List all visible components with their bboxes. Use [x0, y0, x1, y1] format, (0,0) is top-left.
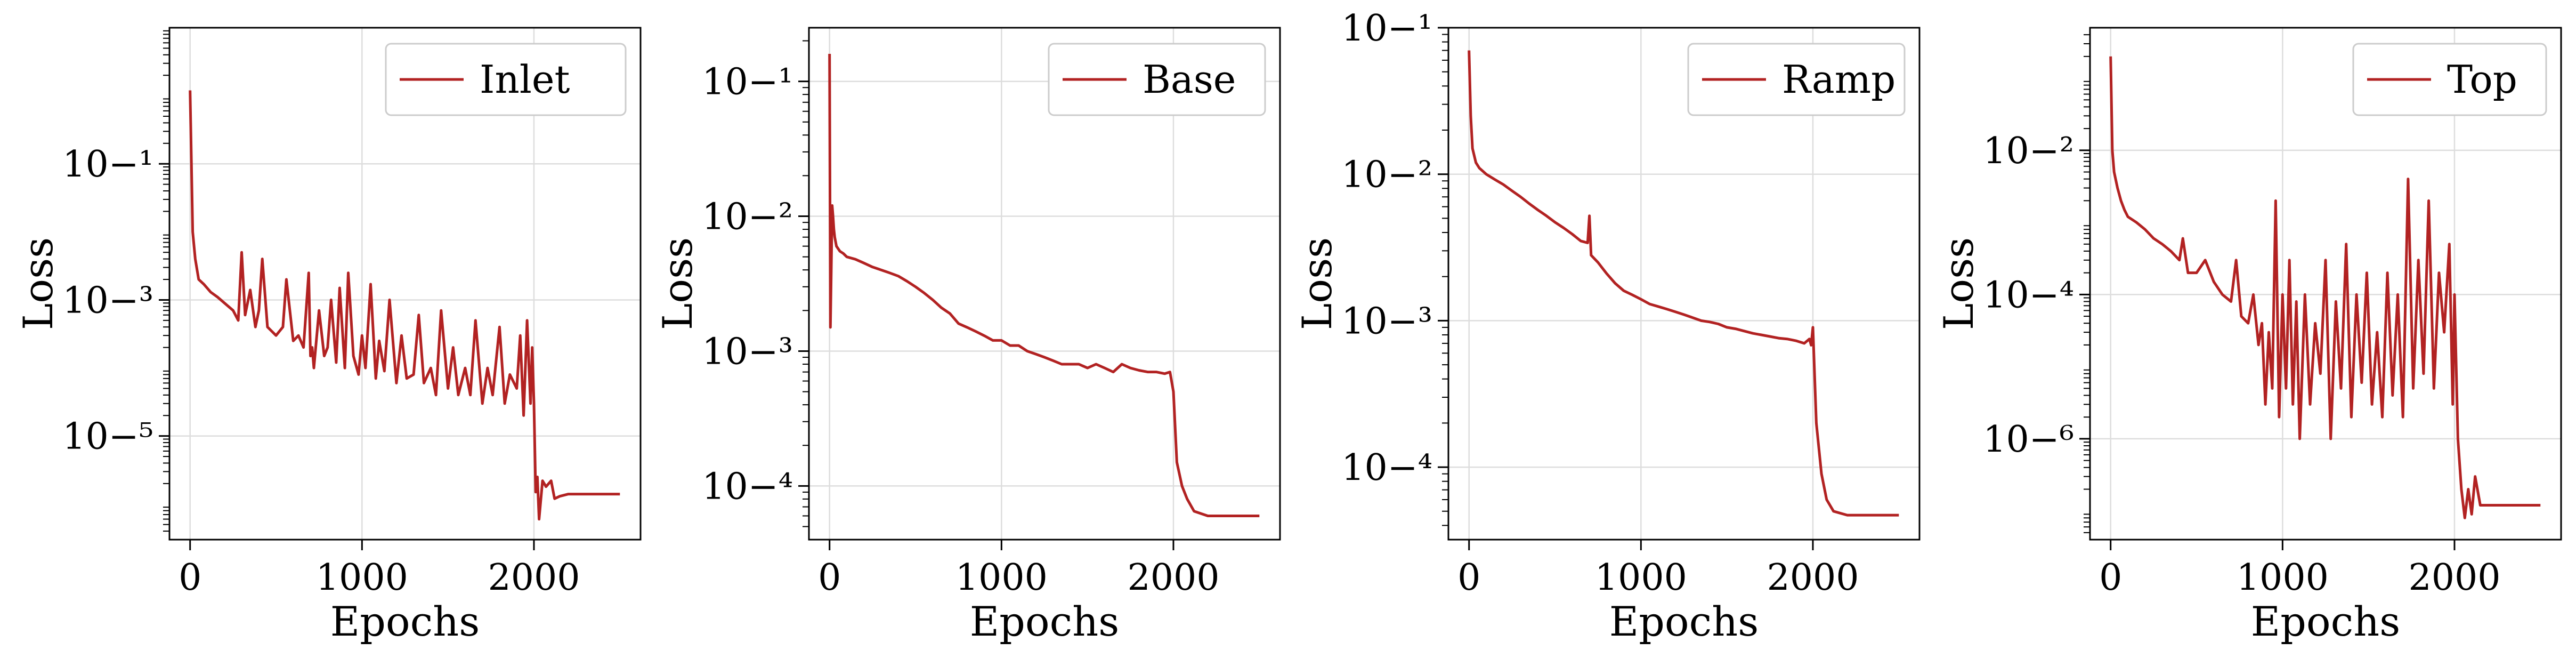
y-tick-label: 10−³: [62, 279, 153, 322]
y-tick-label: 10−¹: [62, 143, 153, 186]
y-axis-label: Loss: [1293, 237, 1341, 330]
y-axis-label: Loss: [654, 237, 701, 330]
x-tick-label: 1000: [1595, 557, 1687, 599]
legend-box: [1048, 43, 1266, 116]
x-axis-label: Epochs: [2251, 598, 2400, 645]
series-line-4-1: [2109, 56, 2541, 519]
series-line-2-1: [828, 53, 1260, 517]
legend-label: Inlet: [480, 57, 570, 102]
y-tick-label: 10−⁵: [62, 416, 153, 458]
y-tick-label: 10−³: [702, 331, 793, 373]
y-tick-label: 10−¹: [702, 61, 793, 103]
x-tick-label: 2000: [1127, 557, 1219, 599]
y-tick-label: 10−⁴: [1983, 274, 2074, 316]
y-tick-label: 10−¹: [1341, 7, 1432, 50]
x-tick-label: 1000: [316, 557, 408, 599]
y-tick-label: 10−²: [702, 196, 793, 238]
y-tick-label: 10−⁴: [1341, 447, 1432, 489]
x-tick-label: 2000: [1767, 557, 1859, 599]
x-axis-label: Epochs: [970, 598, 1119, 645]
plot-frame: [808, 27, 1281, 541]
legend-box: [2352, 43, 2547, 116]
series-line-1-1: [189, 90, 620, 521]
x-tick-label: 1000: [955, 557, 1048, 599]
x-tick-label: 2000: [488, 557, 580, 599]
y-tick-label: 10−²: [1983, 130, 2074, 172]
y-tick-label: 10−²: [1341, 154, 1432, 196]
legend-label: Ramp: [1782, 57, 1895, 102]
legend-label: Base: [1143, 57, 1236, 102]
plot-frame: [168, 27, 642, 541]
y-axis-label: Loss: [1935, 237, 1982, 330]
legend-box: [1687, 43, 1906, 116]
y-axis-label: Loss: [14, 237, 62, 330]
x-tick-label: 1000: [2237, 557, 2329, 599]
x-tick-label: 0: [2099, 557, 2122, 599]
x-axis-label: Epochs: [330, 598, 480, 645]
x-tick-label: 0: [1457, 557, 1480, 599]
y-tick-label: 10−³: [1341, 300, 1432, 342]
plot-frame: [1447, 27, 1921, 541]
plot-frame: [2089, 27, 2562, 541]
x-axis-label: Epochs: [1609, 598, 1759, 645]
series-line-3-1: [1468, 50, 1899, 517]
legend-box: [385, 43, 627, 116]
y-tick-label: 10−⁶: [1983, 419, 2074, 461]
legend-label: Top: [2447, 57, 2517, 102]
y-tick-label: 10−⁴: [702, 466, 793, 508]
x-tick-label: 0: [179, 557, 201, 599]
x-tick-label: 2000: [2408, 557, 2500, 599]
x-tick-label: 0: [818, 557, 841, 599]
